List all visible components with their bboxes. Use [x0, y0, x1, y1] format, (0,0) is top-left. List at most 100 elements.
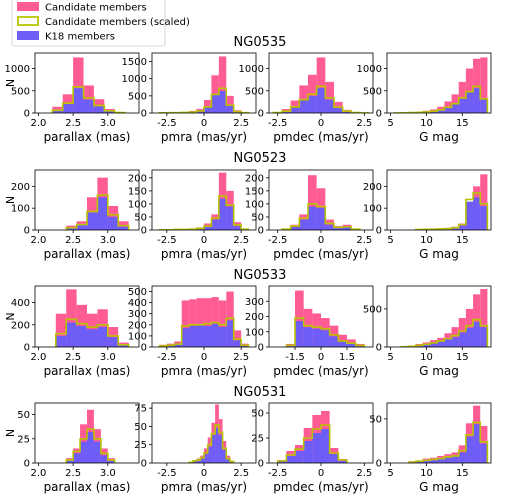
y-tick-label: 1000: [357, 64, 382, 75]
bar-k18: [299, 219, 308, 230]
bar-k18: [458, 98, 466, 113]
panel-parallax: 2.0 2.5 3.0 0 25 50 parallax (mas): [17, 402, 140, 494]
bar-k18: [329, 454, 339, 463]
x-tick-label: -2.5: [157, 118, 177, 129]
bar-k18: [295, 451, 304, 463]
x-tick-label: 2.5: [356, 235, 372, 246]
bar-k18: [325, 224, 334, 230]
bar-candidates: [196, 298, 204, 347]
axes-frame: [386, 285, 492, 348]
x-tick-label: -2.5: [268, 235, 288, 246]
bar-k18: [480, 327, 488, 347]
y-tick-label: 25: [251, 434, 264, 445]
y-tick-label: 100: [11, 204, 30, 215]
x-tick-label: 2.5: [233, 118, 249, 129]
step-scaled: [188, 424, 235, 463]
step-scaled: [285, 317, 366, 347]
x-tick-label: 3.0: [100, 235, 116, 246]
panel-pmra: -2.5 0 2.5 0 50 100 150 200 pmra (mas/yr): [128, 169, 257, 261]
bar-k18: [316, 88, 326, 113]
y-tick-label: 0: [141, 226, 147, 237]
y-tick-label: 0: [24, 226, 30, 237]
bar-k18: [465, 327, 474, 347]
x-tick-label: -2.5: [157, 352, 177, 363]
bar-k18: [204, 107, 212, 113]
step-scaled: [400, 318, 489, 347]
bar-k18: [66, 322, 77, 347]
step-scaled: [414, 192, 489, 230]
x-tick-label: 5: [387, 118, 393, 129]
y-tick-label: 0: [24, 343, 30, 354]
step-scaled: [65, 194, 130, 230]
bar-k18: [338, 341, 347, 347]
bar-k18: [204, 454, 208, 463]
bar-k18: [342, 227, 352, 230]
x-axis-label: pmra (mas/yr): [161, 247, 247, 261]
bar-k18: [321, 429, 330, 463]
y-tick-label: 200: [128, 320, 147, 331]
bar-k18: [430, 459, 438, 463]
legend-label-candidates: Candidate members: [45, 3, 147, 14]
y-tick-label: 300: [245, 297, 264, 308]
bar-k18: [316, 207, 326, 230]
y-tick-label: 300: [128, 309, 147, 320]
x-tick-label: 2.5: [356, 118, 372, 129]
bar-k18: [334, 108, 343, 113]
panel-gmag: 5 10 15 0 500 G mag: [363, 285, 492, 378]
x-tick-label: 3.0: [100, 468, 116, 479]
y-tick-label: 0: [258, 226, 264, 237]
x-tick-label: 15: [456, 118, 469, 129]
bar-k18: [308, 206, 317, 230]
y-tick-label: 500: [128, 91, 147, 102]
x-tick-label: 2.0: [31, 468, 47, 479]
bar-k18: [52, 110, 63, 113]
bar-k18: [104, 111, 115, 113]
panel-parallax: 2.0 2.5 3.0 0 500 1000 parallax (mas): [5, 52, 140, 144]
x-tick-label: 2.0: [31, 352, 47, 363]
bar-k18: [100, 455, 108, 463]
panel-pmdec: -2.5 0 2.5 0 500 1000 pmdec (mas/yr): [239, 52, 374, 144]
y-tick-label: 500: [363, 304, 382, 315]
bar-k18: [437, 458, 445, 463]
y-tick-label: 100: [363, 204, 382, 215]
bar-k18: [218, 91, 227, 113]
y-tick-label: 1000: [5, 64, 30, 75]
axes-frame: [386, 52, 492, 114]
y-tick-label: 0: [258, 109, 264, 120]
x-tick-label: 0: [318, 235, 324, 246]
bar-k18: [458, 452, 466, 463]
bar-k18: [87, 212, 98, 230]
bar-k18: [55, 335, 67, 347]
bar-k18: [282, 111, 291, 113]
x-tick-label: 0: [318, 118, 324, 129]
bar-k18: [87, 329, 98, 347]
x-tick-label: 1.5: [339, 352, 355, 363]
y-tick-label: 200: [11, 182, 30, 193]
bar-candidates: [473, 294, 481, 347]
y-tick-label: 0: [376, 109, 382, 120]
bar-k18: [192, 461, 197, 463]
y-tick-label: 100: [128, 199, 147, 210]
bar-k18: [207, 446, 212, 463]
bar-k18: [181, 328, 190, 347]
bar-k18: [430, 111, 438, 113]
panel-pmra: -2.5 0 2.5 0 500 1000 1500 pmra (mas/yr): [122, 52, 257, 144]
y-tick-label: 400: [128, 298, 147, 309]
bar-k18: [338, 461, 347, 463]
bar-k18: [451, 228, 459, 230]
x-tick-label: 0: [201, 468, 207, 479]
x-tick-label: 2.5: [233, 235, 249, 246]
bar-k18: [451, 337, 459, 347]
legend-frame: [11, 0, 166, 47]
bar-k18: [233, 226, 242, 230]
y-tick-label: 100: [128, 331, 147, 342]
step-scaled: [158, 195, 250, 230]
bar-k18: [437, 341, 445, 347]
panel-gmag: 5 10 15 0 50 G mag: [369, 402, 492, 494]
y-tick-label: 75: [134, 404, 147, 415]
step-scaled: [51, 85, 126, 113]
y-tick-label: 1500: [122, 57, 147, 68]
x-axis-label: parallax (mas): [44, 480, 131, 494]
